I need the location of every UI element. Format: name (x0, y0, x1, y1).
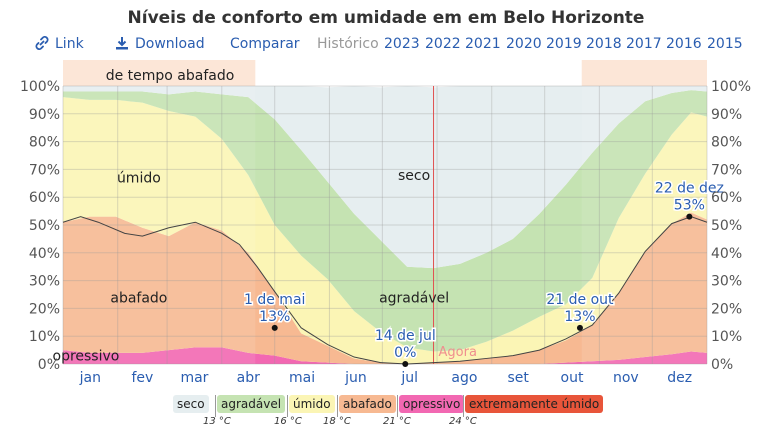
month-label: set (508, 370, 530, 386)
link-label: Link (55, 36, 84, 52)
annotation-point (271, 324, 278, 331)
band-label: úmido (117, 171, 161, 187)
today-label: Agora (439, 345, 477, 360)
month-label: fev (131, 370, 153, 386)
threshold-label: 18 °C (323, 416, 351, 427)
season-band (581, 60, 707, 86)
area-agradavel (63, 90, 707, 352)
month-label: mai (289, 370, 315, 386)
y-tick-label-left: 70% (29, 162, 60, 178)
legend-separator (215, 395, 216, 417)
y-tick-label-right: 60% (711, 190, 742, 206)
y-tick-label-right: 20% (711, 301, 742, 317)
chart-title: Níveis de conforto em umidade em em Belo… (127, 8, 645, 28)
season-label: de tempo abafado (106, 68, 235, 84)
year-2022-link[interactable]: 2022 (425, 36, 461, 52)
history-label: Histórico (317, 36, 379, 52)
annotation-value: 13% (259, 309, 290, 325)
download-icon (116, 37, 128, 50)
annotation-point (402, 361, 409, 367)
month-label: out (561, 370, 584, 386)
legend-item-abafado: abafado (339, 395, 396, 413)
year-2018-link[interactable]: 2018 (586, 36, 622, 52)
month-label: jul (400, 370, 418, 386)
band-label: seco (398, 168, 430, 184)
season-shade (63, 86, 256, 364)
y-tick-label-right: 0% (711, 357, 733, 373)
legend-item-umido: úmido (289, 395, 335, 413)
download-button[interactable]: Download (115, 36, 205, 52)
legend-item-seco: seco (173, 395, 209, 413)
year-2017-link[interactable]: 2017 (626, 36, 662, 52)
annotation-point (576, 324, 583, 331)
year-2021-link[interactable]: 2021 (465, 36, 501, 52)
link-button[interactable]: Link (35, 36, 84, 52)
legend-separator (463, 395, 464, 417)
y-tick-label-left: 80% (29, 135, 60, 151)
year-2023-link[interactable]: 2023 (384, 36, 420, 52)
y-tick-label-right: 90% (711, 107, 742, 123)
y-tick-label-right: 50% (711, 218, 742, 234)
y-tick-label-left: 100% (20, 79, 60, 95)
download-label: Download (135, 36, 205, 52)
year-2015-link[interactable]: 2015 (707, 36, 743, 52)
y-tick-label-right: 30% (711, 274, 742, 290)
legend-separator (287, 395, 288, 417)
month-label: ago (451, 370, 477, 386)
annotation-date: 1 de mai (244, 292, 305, 308)
y-tick-label-left: 40% (29, 246, 60, 262)
y-tick-label-left: 20% (29, 301, 60, 317)
band-label: agradável (379, 290, 449, 306)
legend-item-opressivo: opressivo (399, 395, 465, 413)
area-abafado (63, 212, 707, 364)
month-label: mar (180, 370, 208, 386)
annotation-date: 21 de out (546, 292, 614, 308)
y-tick-label-right: 100% (711, 79, 751, 95)
muggy-line (62, 216, 708, 365)
legend-item-extremamente-umido: extremamente úmido (465, 395, 604, 413)
year-2020-link[interactable]: 2020 (506, 36, 542, 52)
y-tick-label-right: 40% (711, 246, 742, 262)
annotation-value: 53% (674, 198, 705, 214)
y-tick-label-left: 60% (29, 190, 60, 206)
y-tick-label-left: 50% (29, 218, 60, 234)
compare-link[interactable]: Comparar (230, 36, 300, 52)
month-label: jun (344, 370, 367, 386)
legend-separator (337, 395, 338, 417)
season-shade (581, 86, 707, 364)
band-label: abafado (110, 290, 167, 306)
area-opressivo (63, 347, 707, 364)
year-2019-link[interactable]: 2019 (546, 36, 582, 52)
y-tick-label-right: 80% (711, 135, 742, 151)
season-band (63, 60, 256, 86)
y-tick-label-right: 70% (711, 162, 742, 178)
y-tick-label-left: 10% (29, 329, 60, 345)
area-seco (63, 86, 707, 269)
y-tick-label-left: 30% (29, 274, 60, 290)
year-2016-link[interactable]: 2016 (666, 36, 702, 52)
month-label: jan (79, 370, 101, 386)
toolbar: Link Download Comparar Histórico 2023 20… (0, 36, 772, 56)
y-tick-label-left: 0% (38, 357, 60, 373)
threshold-label: 16 °C (274, 416, 302, 427)
annotation-date: 14 de jul (375, 328, 436, 344)
annotation-value: 13% (564, 309, 595, 325)
link-icon (35, 36, 49, 50)
month-label: nov (613, 370, 639, 386)
annotation-value: 0% (394, 345, 416, 361)
y-tick-label-left: 90% (29, 107, 60, 123)
legend-item-agradavel: agradável (217, 395, 286, 413)
area-umido (63, 97, 707, 365)
annotation-date: 22 de dez (655, 181, 724, 197)
threshold-label: 13 °C (203, 416, 231, 427)
legend-separator (397, 395, 398, 417)
band-label: opressivo (53, 349, 120, 365)
threshold-label: 24 °C (449, 416, 477, 427)
y-tick-label-right: 10% (711, 329, 742, 345)
threshold-label: 21 °C (383, 416, 411, 427)
annotation-point (686, 213, 693, 220)
month-label: dez (667, 370, 692, 386)
month-label: abr (237, 370, 260, 386)
